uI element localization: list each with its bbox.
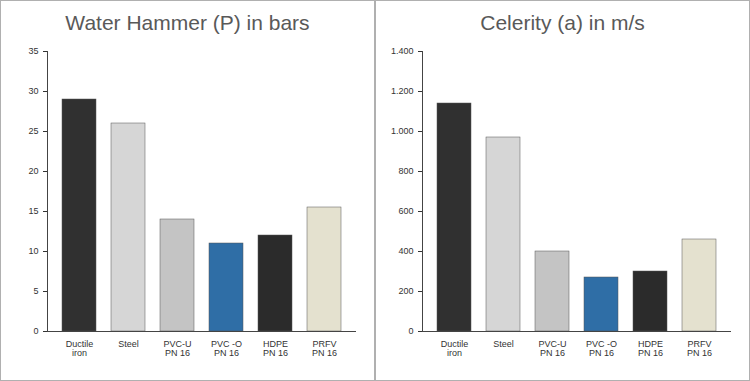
- svg-text:25: 25: [28, 126, 38, 136]
- svg-text:Ductileiron: Ductileiron: [66, 339, 94, 358]
- svg-text:30: 30: [28, 86, 38, 96]
- svg-text:15: 15: [28, 206, 38, 216]
- svg-text:200: 200: [398, 286, 413, 296]
- svg-text:20: 20: [28, 166, 38, 176]
- svg-text:HDPEPN 16: HDPEPN 16: [638, 339, 663, 358]
- svg-text:Ductileiron: Ductileiron: [441, 339, 469, 358]
- svg-text:35: 35: [28, 46, 38, 56]
- svg-text:PRFVPN 16: PRFVPN 16: [687, 339, 712, 358]
- html-text:Water Hammer (P) in bars: Water Hammer (P) in bars: [65, 11, 310, 34]
- svg-text:Steel: Steel: [118, 339, 139, 349]
- svg-text:1.000: 1.000: [391, 126, 414, 136]
- svg-text:Steel: Steel: [493, 339, 514, 349]
- svg-text:1.400: 1.400: [391, 46, 414, 56]
- svg-text:HDPEPN 16: HDPEPN 16: [263, 339, 288, 358]
- svg-text:800: 800: [398, 166, 413, 176]
- svg-text:PVC -OPN 16: PVC -OPN 16: [586, 339, 617, 358]
- svg-text:600: 600: [398, 206, 413, 216]
- svg-text:PRFVPN 16: PRFVPN 16: [312, 339, 337, 358]
- svg-text:PVC-UPN 16: PVC-UPN 16: [163, 339, 191, 358]
- svg-text:PVC -OPN 16: PVC -OPN 16: [211, 339, 242, 358]
- svg-text:400: 400: [398, 246, 413, 256]
- svg-text:0: 0: [33, 326, 38, 336]
- svg-text:1.200: 1.200: [391, 86, 414, 96]
- html-text:Celerity (a) in m/s: Celerity (a) in m/s: [480, 11, 645, 34]
- svg-text:0: 0: [408, 326, 413, 336]
- svg-text:5: 5: [33, 286, 38, 296]
- svg-text:10: 10: [28, 246, 38, 256]
- svg-text:PVC-UPN 16: PVC-UPN 16: [538, 339, 566, 358]
